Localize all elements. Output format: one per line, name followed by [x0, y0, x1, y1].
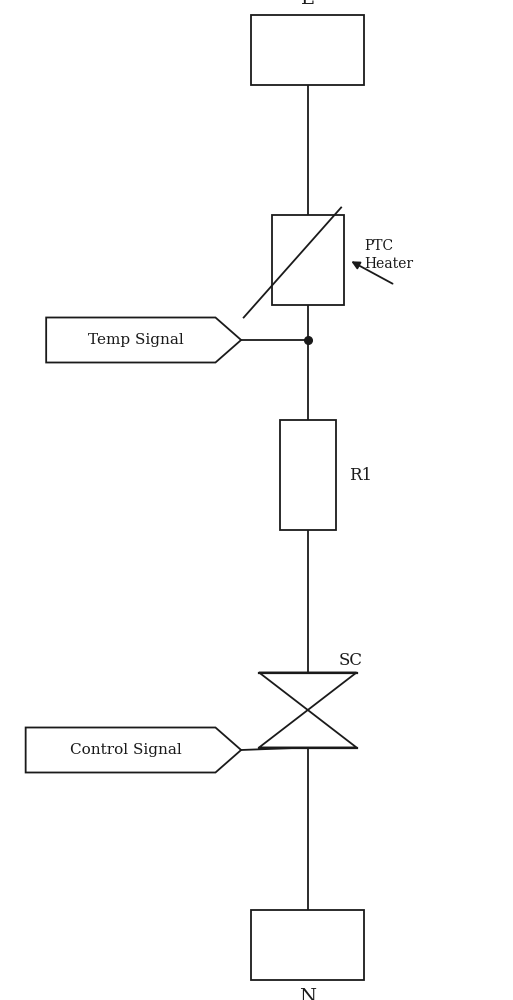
Text: L: L — [301, 0, 314, 8]
Bar — [251, 910, 364, 980]
Polygon shape — [26, 728, 241, 772]
Polygon shape — [259, 672, 357, 710]
Polygon shape — [259, 710, 357, 748]
Bar — [280, 420, 336, 530]
Text: SC: SC — [339, 652, 363, 669]
Bar — [272, 215, 344, 305]
Text: PTC
Heater: PTC Heater — [364, 239, 413, 271]
Text: Temp Signal: Temp Signal — [88, 333, 184, 347]
Text: R1: R1 — [349, 466, 372, 484]
Text: Control Signal: Control Signal — [70, 743, 182, 757]
Bar — [251, 15, 364, 85]
Text: N: N — [299, 988, 317, 1000]
Polygon shape — [46, 318, 241, 362]
